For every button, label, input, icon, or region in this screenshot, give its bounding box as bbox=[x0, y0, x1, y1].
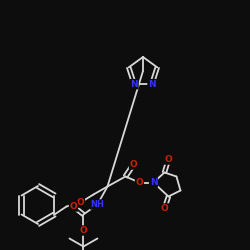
Text: NH: NH bbox=[90, 200, 104, 209]
Text: O: O bbox=[76, 198, 84, 207]
Text: N: N bbox=[150, 178, 157, 187]
Text: N: N bbox=[148, 80, 156, 89]
Text: O: O bbox=[136, 178, 143, 187]
Text: O: O bbox=[80, 226, 87, 235]
Text: N: N bbox=[130, 80, 138, 89]
Text: O: O bbox=[164, 155, 172, 164]
Text: O: O bbox=[70, 202, 77, 211]
Text: O: O bbox=[130, 160, 137, 169]
Text: O: O bbox=[160, 204, 168, 213]
